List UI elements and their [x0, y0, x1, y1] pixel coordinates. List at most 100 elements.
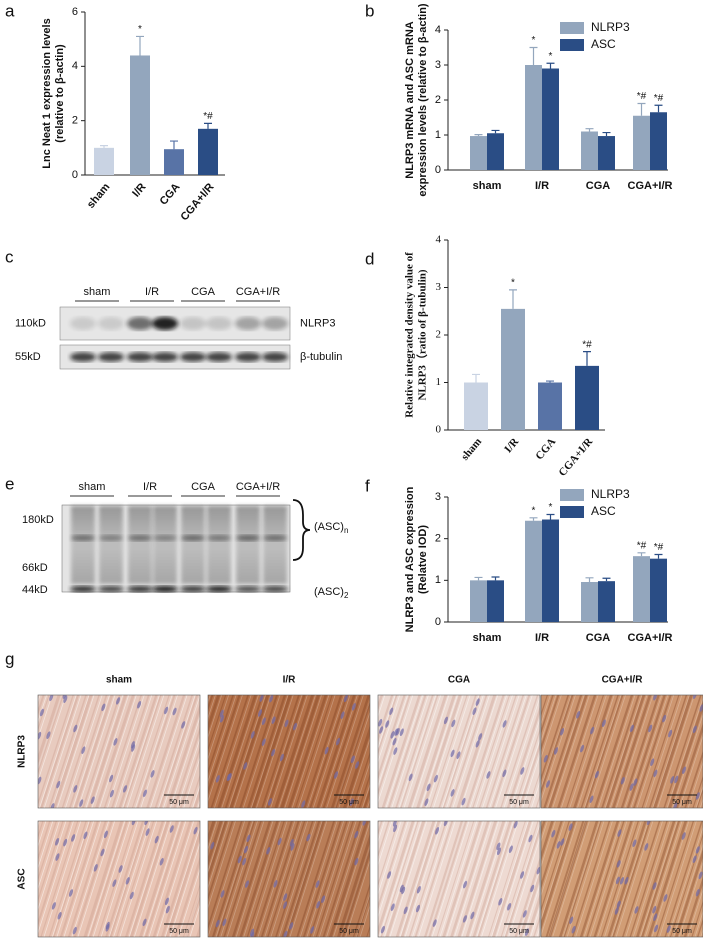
fiber	[342, 724, 370, 808]
nucleus	[333, 771, 339, 779]
nucleus	[130, 741, 135, 749]
blot-smear	[128, 506, 152, 584]
x-tick-label: CGA+I/R	[628, 632, 673, 644]
fiber-gap	[378, 821, 402, 896]
fiber	[557, 695, 597, 808]
fiber	[526, 893, 540, 937]
nucleus	[560, 838, 565, 846]
fiber-gap	[189, 904, 200, 937]
x-tick-label: sham	[459, 436, 484, 463]
bar	[542, 68, 559, 170]
nucleus	[244, 880, 250, 888]
nucleus	[698, 871, 703, 880]
nucleus	[624, 876, 629, 885]
fiber-gap	[491, 821, 529, 937]
nucleus	[292, 722, 297, 731]
fiber-gap	[284, 695, 322, 808]
bar	[164, 149, 184, 175]
fiber	[395, 821, 436, 937]
nucleus	[55, 837, 60, 846]
fiber-gap	[469, 821, 508, 937]
marker-size: 180kD	[22, 514, 54, 526]
protein-label: β-tubulin	[300, 351, 342, 363]
nucleus	[378, 718, 383, 727]
fiber	[246, 821, 285, 937]
fiber-gap	[530, 905, 540, 937]
fiber	[303, 695, 343, 808]
fiber	[67, 821, 107, 937]
nucleus	[68, 889, 74, 897]
nucleus	[632, 839, 637, 848]
blot-band	[235, 316, 261, 331]
fiber-gap	[476, 821, 515, 937]
fiber	[472, 821, 512, 937]
fiber-gap	[158, 695, 196, 808]
nucleus	[340, 711, 345, 719]
fiber-gap	[38, 821, 67, 911]
lane-label: CGA+I/R	[236, 481, 280, 493]
nucleus	[393, 824, 398, 833]
nucleus	[122, 785, 128, 793]
fiber-gap	[569, 695, 607, 808]
nucleus	[443, 716, 448, 725]
fiber-gap	[38, 821, 54, 870]
fiber-gap	[208, 695, 237, 783]
fiber-gap	[644, 821, 683, 937]
fiber-gap	[541, 821, 548, 843]
fiber	[378, 821, 407, 911]
nucleus	[73, 785, 78, 793]
blot-band	[152, 316, 178, 331]
nucleus	[416, 885, 421, 894]
y-tick-label: 4	[435, 24, 441, 36]
micrograph-border	[37, 820, 201, 938]
nucleus	[590, 726, 595, 735]
nucleus	[616, 900, 621, 909]
nucleus	[522, 910, 527, 918]
column-label: sham	[106, 675, 132, 686]
fiber-gap	[85, 695, 124, 808]
fiber	[188, 773, 200, 808]
fiber	[160, 821, 200, 937]
fiber-gap	[208, 821, 225, 874]
nucleus	[652, 905, 657, 914]
y-tick-label: 1	[435, 574, 441, 586]
fiber-gap	[38, 821, 47, 848]
fiber-gap	[644, 695, 683, 808]
fiber	[541, 821, 576, 931]
nucleus	[576, 711, 581, 719]
fiber	[504, 825, 540, 937]
fiber	[611, 695, 652, 808]
fiber	[116, 821, 155, 937]
nucleus	[478, 733, 483, 741]
nucleus	[653, 769, 658, 778]
fiber	[352, 882, 370, 937]
nucleus	[520, 767, 525, 775]
fiber-gap	[562, 821, 601, 937]
fiber	[95, 695, 135, 808]
lane-label: CGA	[191, 481, 216, 493]
nucleus	[362, 821, 367, 826]
fiber-gap	[51, 695, 90, 808]
fiber-gap	[659, 821, 697, 937]
nucleus	[242, 857, 247, 866]
nucleus	[617, 829, 622, 837]
species-subscript: n	[344, 526, 348, 535]
blot-smear	[99, 506, 123, 584]
nucleus	[507, 902, 512, 911]
nucleus	[589, 795, 594, 804]
nucleus	[172, 707, 177, 716]
fiber	[416, 695, 456, 808]
fiber	[208, 695, 221, 733]
bar	[650, 112, 667, 170]
fiber-gap	[87, 821, 126, 937]
nucleus	[101, 703, 106, 712]
fiber-gap	[398, 695, 437, 808]
fiber-gap	[77, 695, 116, 808]
nucleus	[692, 855, 697, 864]
nucleus	[472, 707, 477, 715]
significance-mark: *#	[637, 91, 647, 102]
nucleus	[392, 737, 397, 746]
fiber-gap	[119, 821, 158, 937]
nucleus	[633, 778, 638, 786]
micrograph	[38, 695, 200, 808]
